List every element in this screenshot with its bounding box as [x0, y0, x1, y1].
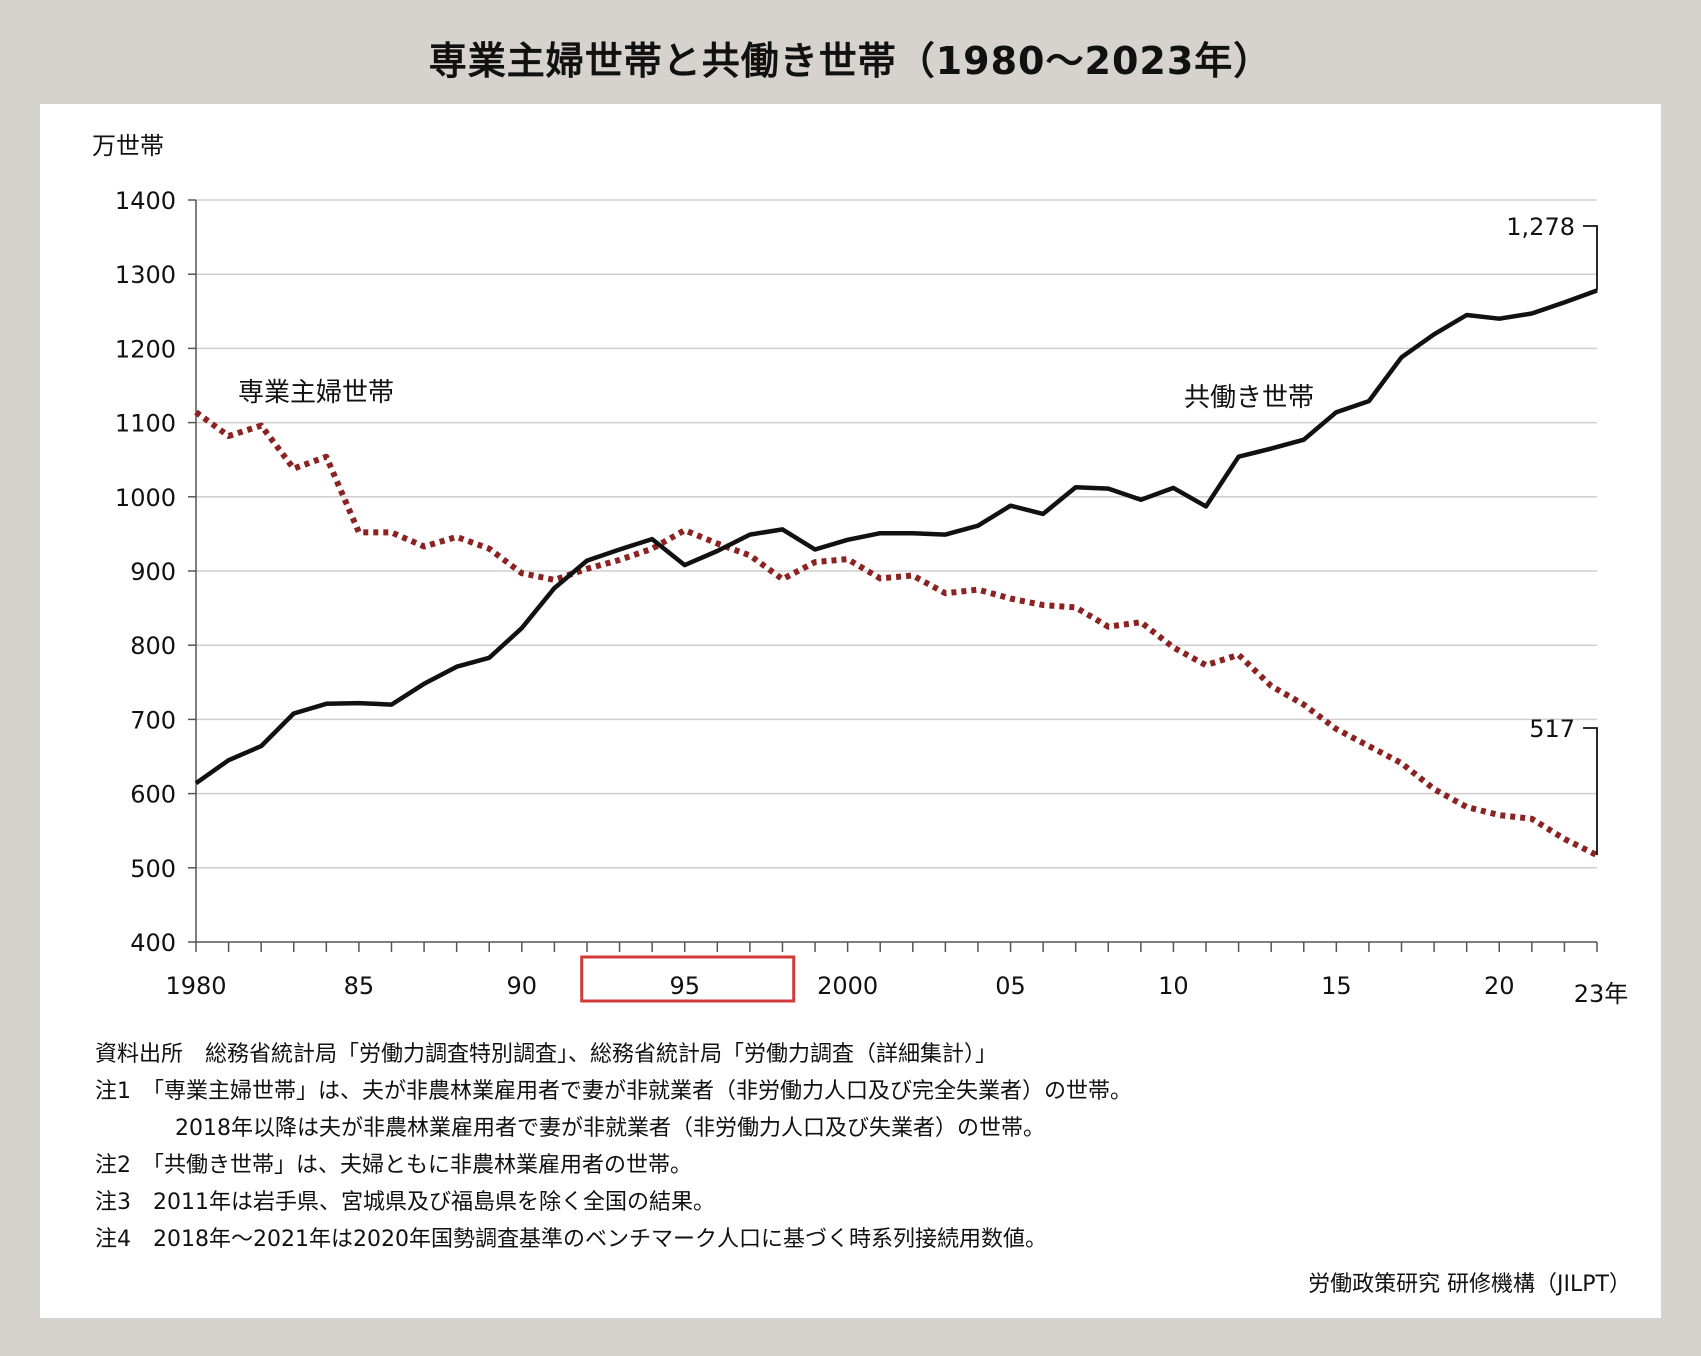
axes [188, 199, 1598, 1003]
note-3: 注3 2011年は岩手県、宮城県及び福島県を除く全国の結果。 [95, 1190, 715, 1215]
ytick-label-900: 900 [130, 558, 176, 586]
housewife-series-label: 専業主婦世帯 [238, 378, 394, 408]
callout-line-top [1583, 225, 1598, 291]
xtick-label-2015: 15 [1321, 972, 1352, 1000]
highlight-box [580, 955, 796, 1003]
credit: 労働政策研究 研修機構（JILPT） [1308, 1272, 1631, 1297]
y-axis-unit: 万世帯 [92, 132, 164, 160]
ytick-label-1400: 1400 [115, 187, 176, 215]
chart-title: 専業主婦世帯と共働き世帯（1980〜2023年） [428, 39, 1273, 83]
dual-income-series-line [194, 288, 1598, 786]
series-lines [194, 288, 1599, 858]
xtick-label-2010: 10 [1158, 972, 1189, 1000]
chart-panel: 400 500 600 700 800 900 1000 1100 1200 1300 1400 19… [40, 104, 1661, 1318]
note-1-continued: 2018年以降は夫が非農林業雇用者で妻が非就業者（非労働力人口及び失業者）の世帯… [175, 1116, 1045, 1141]
ytick-label-400: 400 [130, 929, 176, 957]
ytick-label-1000: 1000 [115, 484, 176, 512]
end-label-top: 1,278 [1506, 213, 1575, 241]
source-note: 資料出所 総務省統計局「労働力調査特別調査」、総務省統計局「労働力調査（詳細集計… [95, 1042, 998, 1067]
note-4: 注4 2018年〜2021年は2020年国勢調査基準のベンチマーク人口に基づく時… [95, 1227, 1047, 1252]
note-2: 注2 「共働き世帯」は、夫婦ともに非農林業雇用者の世帯。 [95, 1153, 692, 1178]
housewife-series-line [194, 409, 1599, 858]
xtick-label-2020: 20 [1484, 972, 1515, 1000]
xtick-label-1990: 90 [507, 972, 538, 1000]
ytick-label-700: 700 [130, 706, 176, 734]
xtick-label-1995: 95 [669, 972, 700, 1000]
callout-line-bottom [1583, 727, 1598, 856]
ytick-label-800: 800 [130, 632, 176, 660]
xtick-label-2000: 2000 [817, 972, 878, 1000]
notes: 資料出所 総務省統計局「労働力調査特別調査」、総務省統計局「労働力調査（詳細集計… [95, 1036, 1595, 1258]
ytick-label-600: 600 [130, 781, 176, 809]
note-1: 注1 「専業主婦世帯」は、夫が非農林業雇用者で妻が非就業者（非労働力人口及び完全… [95, 1079, 1133, 1104]
xtick-label-1980: 1980 [165, 972, 226, 1000]
dual-income-series-label: 共働き世帯 [1184, 383, 1314, 413]
line-chart: 400 500 600 700 800 900 1000 1100 1200 1300 1400 19… [92, 132, 1628, 1008]
end-label-bottom: 517 [1529, 715, 1575, 743]
xtick-label-2023: 23年 [1574, 980, 1629, 1008]
xtick-label-2005: 05 [995, 972, 1026, 1000]
ytick-label-500: 500 [130, 855, 176, 883]
tick-labels: 400 500 600 700 800 900 1000 1100 1200 1300 1400 19… [92, 132, 1628, 1008]
ytick-label-1300: 1300 [115, 261, 176, 289]
ytick-label-1200: 1200 [115, 335, 176, 363]
chart-labels: 専業主婦世帯 共働き世帯 1,278 517 [238, 213, 1598, 856]
ytick-label-1100: 1100 [115, 410, 176, 438]
xtick-label-1985: 85 [344, 972, 375, 1000]
grid-lines [196, 199, 1597, 869]
